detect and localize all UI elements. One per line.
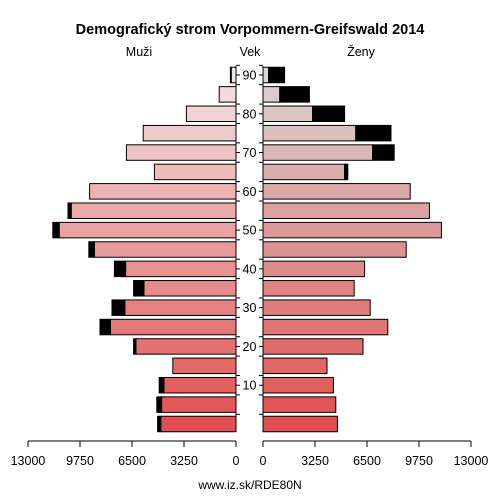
bar-men-surplus-45-49 <box>88 241 95 258</box>
bar-men-40-44 <box>125 260 237 278</box>
bar-men-85-89 <box>218 86 237 103</box>
bar-men-35-39 <box>143 280 237 297</box>
bar-women-25-29 <box>262 318 389 336</box>
bar-women-80-84 <box>262 105 314 123</box>
bar-men-0-4 <box>160 415 237 433</box>
axes-group: 10 20 30 40 50 60 70 80 90 13000 9750 6500 3250 0 0 325… <box>11 64 489 468</box>
x-tick-label-men: 0 <box>233 454 240 468</box>
bar-men-surplus-40-44 <box>113 260 127 278</box>
bar-men-surplus-35-39 <box>133 280 145 297</box>
age-tick-label: 60 <box>243 185 257 199</box>
x-tick-label-men: 3250 <box>170 454 198 468</box>
bar-women-20-24 <box>262 338 364 355</box>
age-tick-label: 40 <box>243 262 257 276</box>
bar-women-surplus-70-74 <box>372 144 395 161</box>
bar-men-65-69 <box>153 163 237 181</box>
bar-men-surplus-10-14 <box>158 376 165 394</box>
bar-men-70-74 <box>125 144 237 161</box>
center-axis-label-age: Vek <box>240 45 262 59</box>
bar-women-50-54 <box>262 221 442 239</box>
bar-men-50-54 <box>58 221 237 239</box>
bar-women-5-9 <box>262 396 337 413</box>
bar-men-surplus-50-54 <box>52 221 60 239</box>
age-tick-label: 30 <box>243 301 257 315</box>
bar-women-90+ <box>262 66 270 84</box>
left-axis-label-men: Muži <box>126 45 152 59</box>
bar-women-70-74 <box>262 144 374 161</box>
bar-women-10-14 <box>262 376 334 394</box>
x-tick-label-women: 13000 <box>454 454 489 468</box>
source-label: www.iz.sk/RDE80N <box>197 478 301 492</box>
bar-men-surplus-30-34 <box>111 299 126 316</box>
x-tick-label-women: 6500 <box>353 454 381 468</box>
bar-men-surplus-0-4 <box>157 415 162 433</box>
bar-men-60-64 <box>89 183 237 200</box>
bar-men-25-29 <box>109 318 237 336</box>
x-tick-label-men: 6500 <box>118 454 146 468</box>
bar-men-10-14 <box>163 376 237 394</box>
chart-title: Demografický strom Vorpommern-Greifswald… <box>76 22 425 38</box>
x-tick-label-women: 0 <box>260 454 267 468</box>
x-tick-label-men: 9750 <box>66 454 94 468</box>
bar-women-65-69 <box>262 163 346 181</box>
bar-women-55-59 <box>262 202 430 219</box>
bar-women-35-39 <box>262 280 355 297</box>
bar-men-55-59 <box>70 202 237 219</box>
bar-women-surplus-75-79 <box>355 124 392 142</box>
bar-men-30-34 <box>124 299 237 316</box>
age-tick-label: 10 <box>243 379 257 393</box>
bar-men-75-79 <box>142 124 237 142</box>
bar-women-0-4 <box>262 415 338 433</box>
bar-men-15-19 <box>172 357 237 375</box>
bar-women-surplus-85-89 <box>279 86 310 103</box>
age-tick-label: 20 <box>243 340 257 354</box>
bar-men-20-24 <box>135 338 237 355</box>
bar-men-90+ <box>230 66 237 84</box>
x-tick-label-women: 9750 <box>405 454 433 468</box>
bar-women-30-34 <box>262 299 371 316</box>
bar-men-surplus-90+ <box>229 66 232 84</box>
bar-men-surplus-25-29 <box>99 318 111 336</box>
x-tick-label-women: 3250 <box>301 454 329 468</box>
bar-men-surplus-5-9 <box>156 396 163 413</box>
x-tick-label-men: 13000 <box>11 454 46 468</box>
bar-men-80-84 <box>185 105 237 123</box>
bars-group <box>52 66 442 433</box>
bar-men-45-49 <box>93 241 237 258</box>
bar-women-surplus-80-84 <box>312 105 346 123</box>
age-tick-label: 70 <box>243 146 257 160</box>
bar-men-5-9 <box>161 396 237 413</box>
bar-women-75-79 <box>262 124 357 142</box>
bar-women-40-44 <box>262 260 366 278</box>
bar-men-surplus-55-59 <box>67 202 72 219</box>
bar-women-45-49 <box>262 241 407 258</box>
bar-women-85-89 <box>262 86 281 103</box>
right-axis-label-women: Ženy <box>347 44 376 59</box>
age-tick-label: 50 <box>243 224 257 238</box>
bar-women-15-19 <box>262 357 328 375</box>
bar-men-surplus-20-24 <box>133 338 137 355</box>
age-tick-label: 80 <box>243 107 257 121</box>
bar-women-60-64 <box>262 183 411 200</box>
age-tick-label: 90 <box>243 69 257 83</box>
bar-women-surplus-65-69 <box>344 163 349 181</box>
bar-women-surplus-90+ <box>268 66 286 84</box>
